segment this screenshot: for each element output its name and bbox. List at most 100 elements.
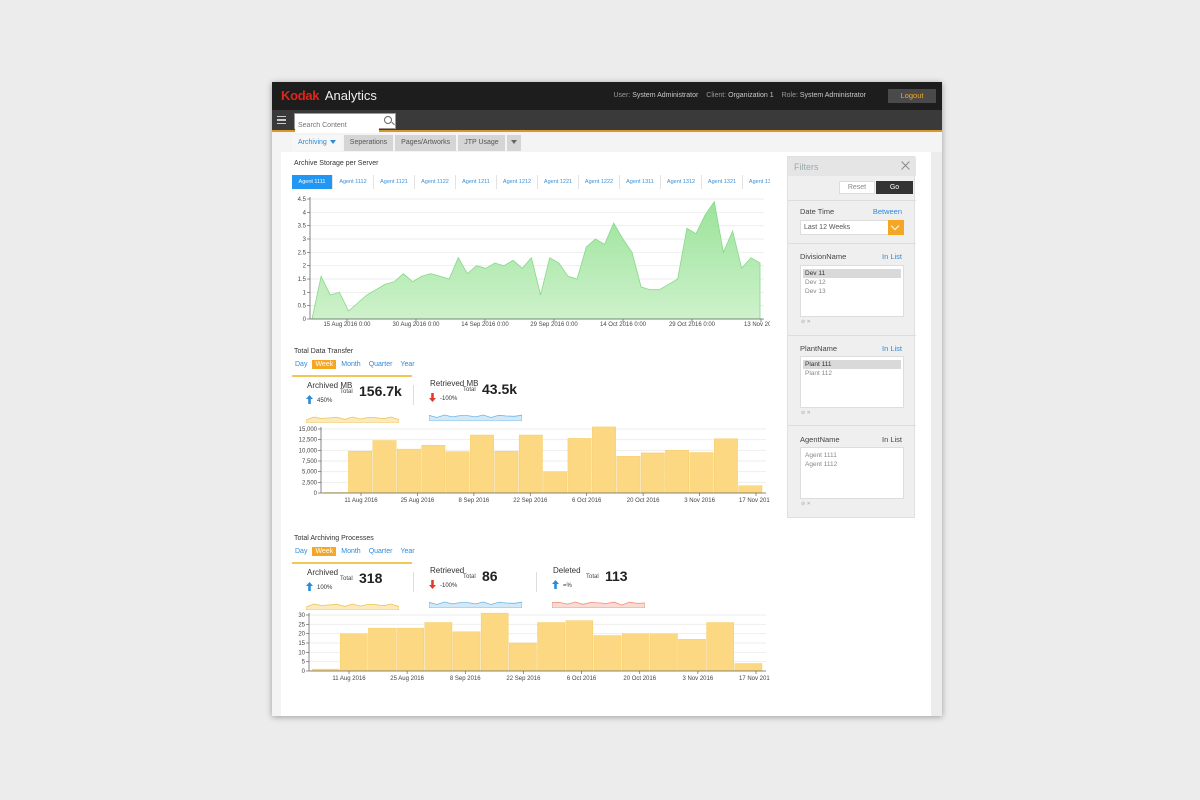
y-tick-label: 0.5: [298, 304, 307, 310]
transfer-bar[interactable]: [616, 456, 641, 494]
processes-bar[interactable]: [396, 627, 424, 672]
transfer-bar[interactable]: [738, 485, 763, 494]
close-icon[interactable]: [900, 161, 910, 171]
tab-archiving[interactable]: Archiving: [292, 135, 342, 151]
agent-tab-agent-1312[interactable]: Agent 1312: [661, 175, 702, 189]
transfer-bar[interactable]: [665, 450, 689, 494]
transfer-bar[interactable]: [592, 426, 616, 494]
product-name: Analytics: [324, 88, 377, 103]
x-tick-label: 22 Sep 2016: [506, 676, 541, 682]
agent-tab-agent-1211[interactable]: Agent 1211: [456, 175, 497, 189]
processes-bar[interactable]: [678, 639, 706, 672]
transfer-bar[interactable]: [518, 434, 543, 494]
transfer-bar[interactable]: [640, 452, 665, 494]
transfer-bar[interactable]: [372, 440, 397, 494]
division-mode-link[interactable]: In List: [881, 252, 902, 261]
transfer-bar[interactable]: [494, 451, 519, 494]
period-day[interactable]: Day: [295, 548, 308, 555]
agent-list-item[interactable]: Agent 1112: [805, 461, 838, 468]
kpi-card-deleted[interactable]: Deleted =% Total 113: [538, 562, 658, 610]
kpi-card-retrieved[interactable]: Retrieved -100% Total 86: [415, 562, 535, 610]
plant-list-item[interactable]: Plant 111: [803, 360, 901, 369]
division-list[interactable]: Dev 11 Dev 12 Dev 13: [800, 265, 904, 317]
list-tools-icon[interactable]: ⊘ ✕: [801, 319, 811, 325]
processes-bar[interactable]: [650, 633, 678, 672]
processes-bar[interactable]: [452, 631, 481, 672]
processes-bar[interactable]: [734, 663, 763, 672]
processes-bar[interactable]: [706, 622, 735, 672]
agent-tab-agent-1122[interactable]: Agent 1122: [415, 175, 456, 189]
agent-tab-agent-1322[interactable]: Agent 1322: [743, 175, 770, 189]
list-tools-icon[interactable]: ⊘ ✕: [801, 501, 811, 507]
plant-list[interactable]: Plant 111 Plant 112: [800, 356, 904, 408]
processes-bar[interactable]: [537, 622, 565, 672]
tab-pages-artworks[interactable]: Pages/Artworks: [395, 135, 457, 151]
division-list-item[interactable]: Dev 13: [805, 288, 826, 295]
y-tick-label: 0: [302, 669, 306, 675]
division-list-item[interactable]: Dev 11: [803, 269, 901, 278]
period-month[interactable]: Month: [341, 548, 361, 555]
transfer-bar[interactable]: [348, 451, 373, 494]
agent-tab-agent-1222[interactable]: Agent 1222: [579, 175, 620, 189]
period-week[interactable]: Week: [312, 547, 337, 556]
hamburger-menu-icon[interactable]: [277, 116, 286, 124]
division-list-item[interactable]: Dev 12: [805, 279, 826, 286]
processes-bar[interactable]: [565, 620, 594, 672]
transfer-bar[interactable]: [421, 445, 446, 494]
date-time-mode-link[interactable]: Between: [872, 207, 902, 216]
tab-jtp-usage[interactable]: JTP Usage: [458, 135, 505, 151]
transfer-bar[interactable]: [396, 448, 421, 494]
go-button[interactable]: Go: [876, 181, 913, 194]
agent-tab-agent-1111[interactable]: Agent 1111: [292, 175, 333, 189]
logout-button[interactable]: Logout: [888, 89, 936, 103]
plant-list-item[interactable]: Plant 112: [805, 370, 832, 377]
transfer-bar[interactable]: [543, 471, 568, 494]
period-quarter[interactable]: Quarter: [368, 548, 393, 555]
processes-bar[interactable]: [340, 633, 368, 672]
processes-bar[interactable]: [509, 642, 537, 672]
processes-bar[interactable]: [368, 627, 396, 672]
agent-tab-agent-1212[interactable]: Agent 1212: [497, 175, 538, 189]
agent-tab-agent-1121[interactable]: Agent 1121: [374, 175, 415, 189]
date-range-select[interactable]: Last 12 Weeks: [800, 220, 904, 235]
kpi-separator: [536, 572, 537, 592]
period-day[interactable]: Day: [295, 361, 308, 368]
transfer-bar[interactable]: [689, 452, 714, 494]
plant-mode-link[interactable]: In List: [881, 344, 902, 353]
agent-mode-link[interactable]: In List: [881, 435, 902, 444]
client-value: Organization 1: [728, 92, 774, 99]
period-month[interactable]: Month: [341, 361, 361, 368]
page-scrollbar[interactable]: [931, 152, 942, 716]
period-quarter[interactable]: Quarter: [368, 361, 393, 368]
agent-tab-agent-1321[interactable]: Agent 1321: [702, 175, 743, 189]
agent-tab-agent-1311[interactable]: Agent 1311: [620, 175, 661, 189]
processes-bar[interactable]: [480, 612, 509, 672]
search-icon[interactable]: [384, 116, 392, 124]
search-input[interactable]: [295, 118, 379, 133]
period-week[interactable]: Week: [312, 360, 337, 369]
kpi-card-retrieved-mb[interactable]: Retrieved MB -100% Total 43.5k: [415, 375, 535, 423]
tab-seperations[interactable]: Seperations: [343, 135, 394, 151]
period-year[interactable]: Year: [400, 361, 415, 368]
reset-button[interactable]: Reset: [839, 181, 875, 194]
brand-name: Kodak: [281, 88, 320, 103]
processes-bar[interactable]: [424, 622, 453, 672]
transfer-bar[interactable]: [567, 438, 592, 494]
transfer-bar[interactable]: [445, 451, 470, 494]
tabs-more-button[interactable]: [506, 135, 521, 151]
processes-bar[interactable]: [621, 633, 650, 672]
user-label: User:: [613, 92, 631, 99]
kpi-card-archived[interactable]: Archived 100% Total 318: [292, 562, 412, 610]
agent-list[interactable]: Agent 1111 Agent 1112: [800, 447, 904, 499]
period-year[interactable]: Year: [400, 548, 415, 555]
agent-tab-agent-1221[interactable]: Agent 1221: [538, 175, 579, 189]
role-value: System Administrator: [799, 92, 866, 99]
agent-list-item[interactable]: Agent 1111: [805, 452, 837, 459]
agent-tab-agent-1112[interactable]: Agent 1112: [333, 175, 374, 189]
processes-bar[interactable]: [593, 635, 622, 672]
transfer-bar[interactable]: [714, 438, 738, 494]
transfer-bar[interactable]: [470, 434, 494, 494]
chevron-down-icon[interactable]: [888, 220, 904, 235]
kpi-card-archived-mb[interactable]: Archived MB 450% Total 156.7k: [292, 375, 412, 423]
list-tools-icon[interactable]: ⊘ ✕: [801, 410, 811, 416]
